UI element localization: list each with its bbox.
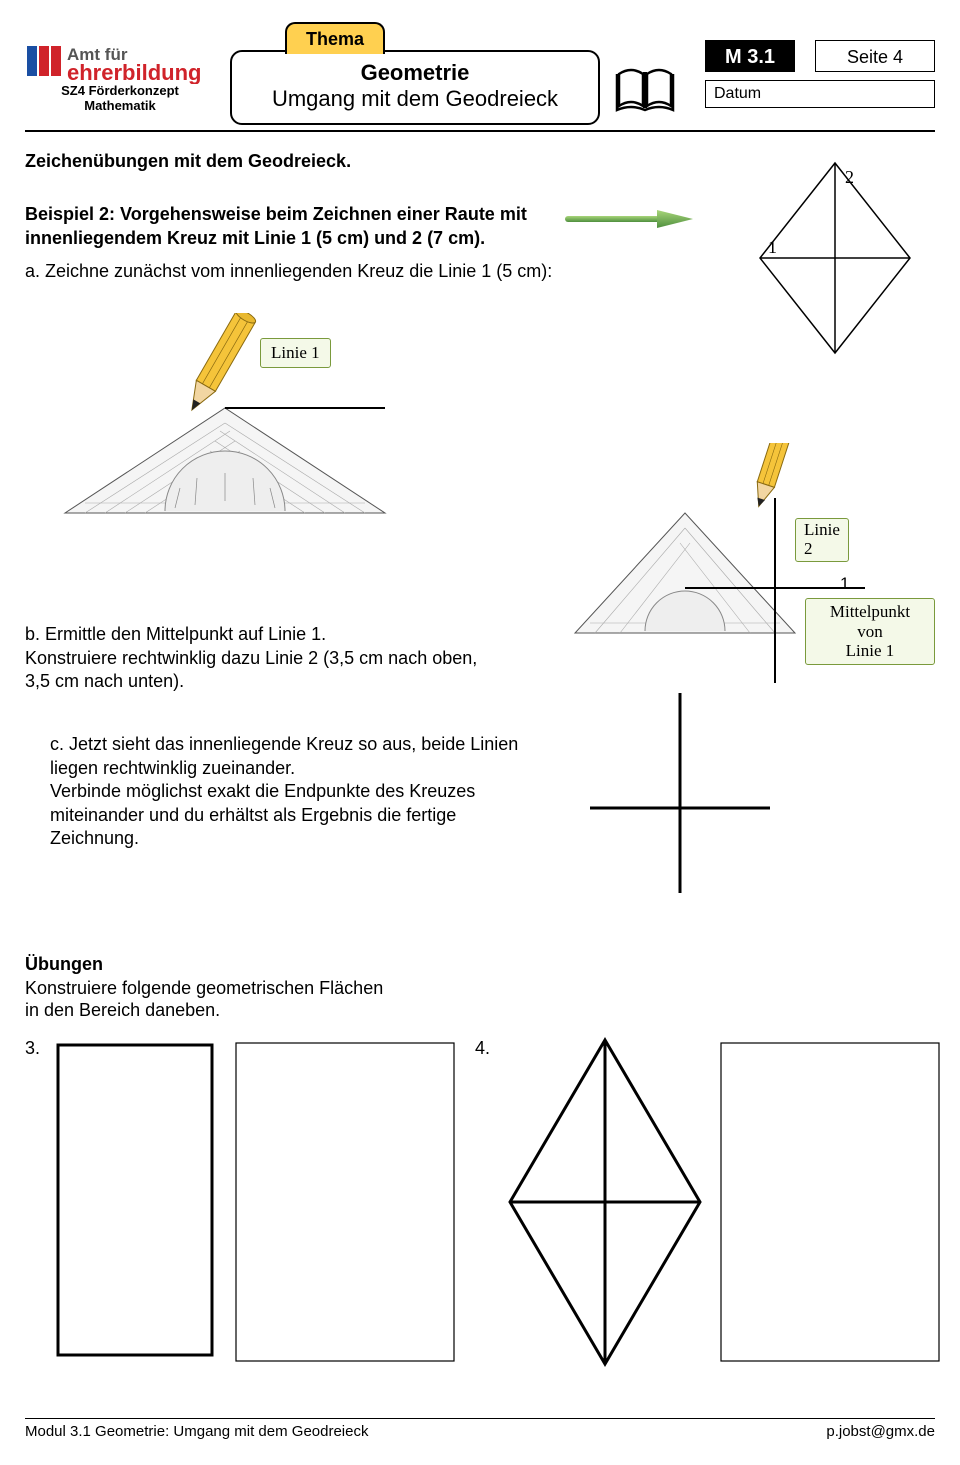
- svg-text:1: 1: [768, 237, 777, 257]
- label-linie-2: Linie 2: [795, 518, 849, 561]
- title-line-1: Geometrie: [232, 60, 598, 86]
- footer-left: Modul 3.1 Geometrie: Umgang mit dem Geod…: [25, 1423, 368, 1440]
- label-linie-2-b: 2: [804, 539, 813, 558]
- label-small-1: 1: [840, 573, 849, 595]
- title-box: Geometrie Umgang mit dem Geodreieck: [230, 50, 600, 125]
- exercise-4-blank-icon: [720, 1042, 940, 1362]
- exercise-3-shape-icon: [55, 1042, 215, 1362]
- book-icon: [615, 60, 675, 115]
- cross-figure-icon: [570, 688, 790, 898]
- footer-right: p.jobst@gmx.de: [826, 1423, 935, 1440]
- module-id-box: M 3.1: [705, 40, 795, 72]
- arrow-icon: [565, 208, 695, 238]
- logo-subtitle-2: Mathematik: [25, 99, 215, 114]
- logo-icon: Amt für ehrerbildung: [25, 40, 205, 84]
- logo-block: Amt für ehrerbildung SZ4 Förderkonzept M…: [25, 40, 215, 114]
- label-linie-1: Linie 1: [260, 338, 331, 368]
- label-mp-b: Linie 1: [846, 641, 895, 660]
- exercise-4-shape-icon: [500, 1032, 710, 1372]
- svg-text:2: 2: [845, 167, 854, 187]
- worksheet-header: Amt für ehrerbildung SZ4 Förderkonzept M…: [25, 20, 935, 140]
- exercises-text: Konstruiere folgende geometrischen Fläch…: [25, 977, 935, 1022]
- exercises-title: Übungen: [25, 953, 935, 976]
- exercise-3-blank-icon: [235, 1042, 455, 1362]
- title-line-2: Umgang mit dem Geodreieck: [232, 86, 598, 112]
- step-b-text: b. Ermittle den Mittelpunkt auf Linie 1.…: [25, 623, 495, 693]
- label-mittelpunkt: Mittelpunkt von Linie 1: [805, 598, 935, 665]
- logo-subtitle-1: SZ4 Förderkonzept: [25, 84, 215, 99]
- label-linie-2-a: Linie: [804, 520, 840, 539]
- label-mp-a: Mittelpunkt von: [830, 602, 910, 641]
- example-title-b: innenliegendem Kreuz mit Linie 1 (5 cm) …: [25, 228, 485, 248]
- exercise-3-number: 3.: [25, 1037, 40, 1060]
- footer: Modul 3.1 Geometrie: Umgang mit dem Geod…: [25, 1418, 935, 1440]
- figure-step-a-icon: [45, 313, 405, 533]
- example-title-a: Beispiel 2: Vorgehensweise beim Zeichnen…: [25, 204, 527, 224]
- step-c-text: c. Jetzt sieht das innenliegende Kreuz s…: [50, 733, 520, 850]
- date-box: Datum: [705, 80, 935, 108]
- svg-text:ehrerbildung: ehrerbildung: [67, 60, 201, 84]
- header-rule: [25, 130, 935, 132]
- exercise-4-number: 4.: [475, 1037, 490, 1060]
- theme-tab: Thema: [285, 22, 385, 54]
- page-number-box: Seite 4: [815, 40, 935, 72]
- content-area: Zeichenübungen mit dem Geodreieck. Beisp…: [25, 150, 935, 1382]
